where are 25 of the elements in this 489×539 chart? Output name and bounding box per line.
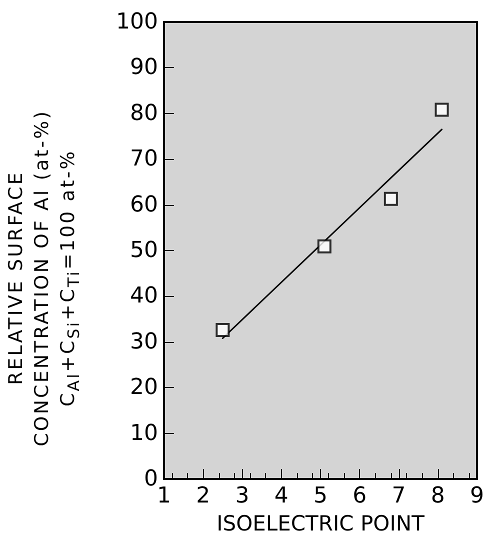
x-tick-label: 2: [196, 484, 210, 508]
x-axis-title: ISOELECTRIC POINT: [216, 512, 425, 536]
x-tick-label: 5: [314, 484, 328, 508]
x-tick-label: 1: [157, 484, 171, 508]
y-tick-label: 0: [144, 466, 158, 492]
y-tick-label: 50: [130, 238, 158, 263]
point: [216, 323, 230, 338]
y-tick-label: 40: [130, 284, 158, 309]
y-tick-label: 100: [116, 10, 158, 34]
y-tick-label: 90: [130, 55, 158, 80]
x-tick-label: 8: [430, 484, 445, 508]
point: [384, 192, 398, 206]
point: [317, 239, 332, 254]
y-tick-label: 80: [130, 100, 158, 126]
y-tick-label: 10: [130, 420, 158, 446]
x-tick-label: 4: [274, 484, 288, 508]
point: [434, 102, 449, 117]
x-tick-label: 3: [235, 484, 250, 508]
x-tick-label: 6: [352, 484, 367, 508]
y-tick-label: 20: [130, 375, 158, 400]
y-tick-label: 60: [130, 192, 158, 218]
y-tick-label: 70: [130, 146, 158, 172]
x-tick-label: 9: [470, 484, 484, 508]
x-tick-label: 7: [392, 484, 406, 508]
y-tick-label: 30: [130, 329, 158, 354]
